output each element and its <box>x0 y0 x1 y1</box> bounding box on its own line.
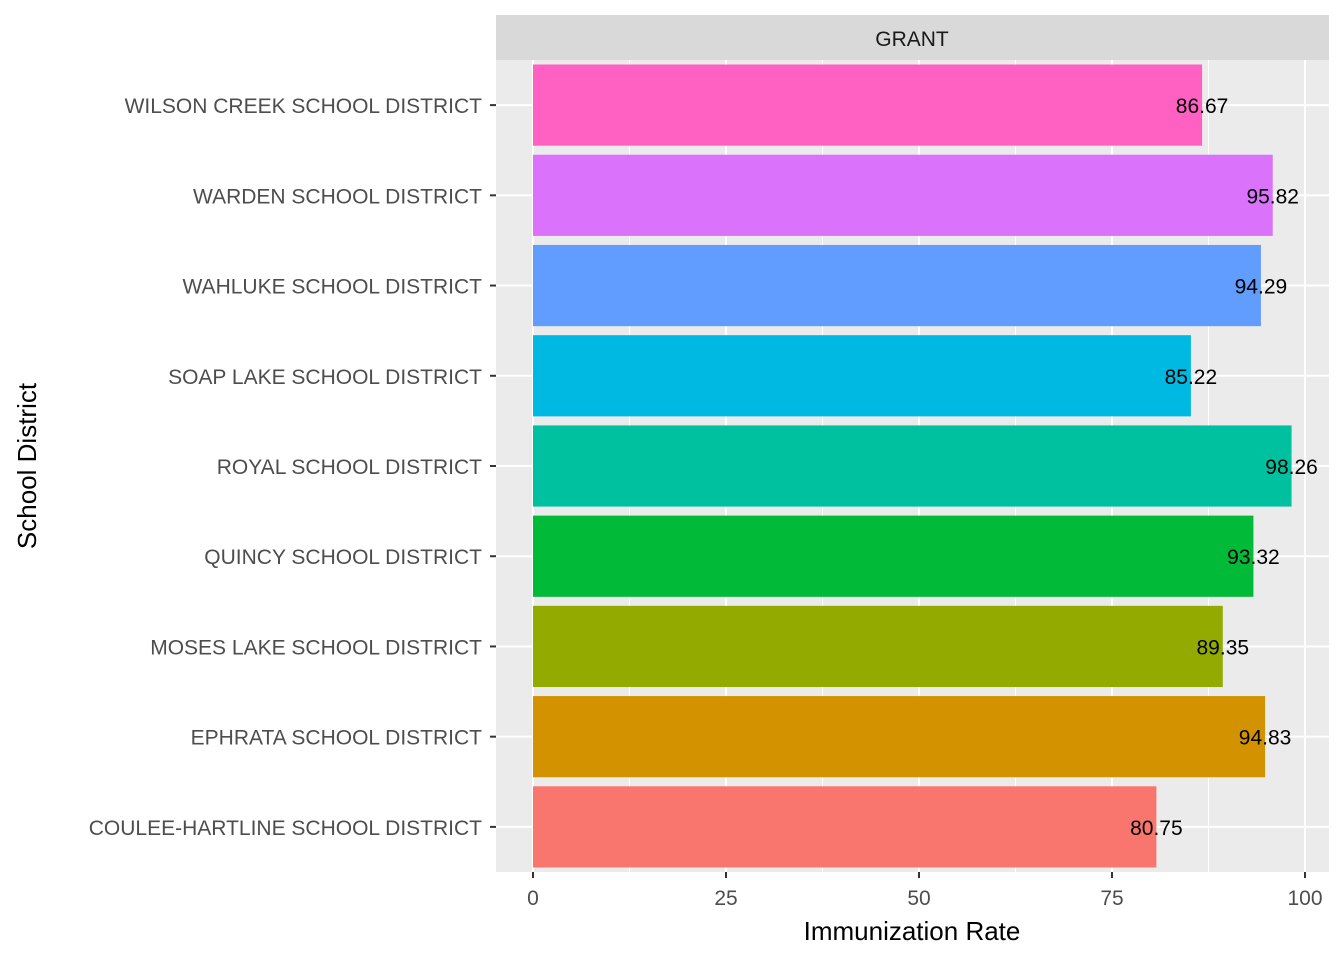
bar-value-label: 95.82 <box>1246 185 1299 208</box>
x-tick-label: 0 <box>527 887 539 910</box>
x-tick-label: 100 <box>1287 887 1322 910</box>
bar-value-label: 93.32 <box>1227 546 1280 569</box>
y-tick-label: WARDEN SCHOOL DISTRICT <box>193 185 482 208</box>
x-tick-label: 50 <box>907 887 930 910</box>
y-tick-label: ROYAL SCHOOL DISTRICT <box>217 456 482 479</box>
bar-value-label: 94.83 <box>1239 727 1292 750</box>
facet-strip <box>496 15 1329 60</box>
y-tick-label: WILSON CREEK SCHOOL DISTRICT <box>125 95 483 118</box>
x-tick-label: 75 <box>1100 887 1123 910</box>
value-labels: 80.75 94.83 89.35 93.32 98.26 85.22 94.29 95.82… <box>1130 95 1318 840</box>
y-tick-label: SOAP LAKE SCHOOL DISTRICT <box>168 366 482 389</box>
bar <box>533 696 1266 778</box>
bar <box>533 64 1203 146</box>
bar <box>533 605 1223 688</box>
bar-value-label: 89.35 <box>1197 636 1250 659</box>
bar <box>533 786 1157 868</box>
y-tick-label: COULEE-HARTLINE SCHOOL DISTRICT <box>89 817 482 840</box>
y-axis-title: School District <box>12 382 42 549</box>
y-tick-label: WAHLUKE SCHOOL DISTRICT <box>183 276 483 299</box>
bar <box>533 425 1292 507</box>
x-axis-title: Immunization Rate <box>804 916 1021 946</box>
bar <box>533 335 1191 417</box>
y-axis: COULEE-HARTLINE SCHOOL DISTRICT EPHRATA S… <box>89 95 496 840</box>
bar-value-label: 94.29 <box>1235 276 1288 299</box>
bars <box>533 64 1292 868</box>
bar <box>533 244 1261 327</box>
bar-value-label: 86.67 <box>1176 95 1229 118</box>
bar-value-label: 80.75 <box>1130 817 1183 840</box>
x-axis: 0 25 50 75 100 <box>527 872 1323 910</box>
x-tick-label: 25 <box>714 887 737 910</box>
bar-value-label: 98.26 <box>1265 456 1318 479</box>
bar <box>533 515 1254 597</box>
bar-value-label: 85.22 <box>1165 366 1218 389</box>
y-tick-label: EPHRATA SCHOOL DISTRICT <box>191 727 482 750</box>
y-tick-label: QUINCY SCHOOL DISTRICT <box>204 546 482 569</box>
y-tick-label: MOSES LAKE SCHOOL DISTRICT <box>150 636 482 659</box>
bar <box>533 154 1273 236</box>
facet-label: GRANT <box>875 28 949 51</box>
